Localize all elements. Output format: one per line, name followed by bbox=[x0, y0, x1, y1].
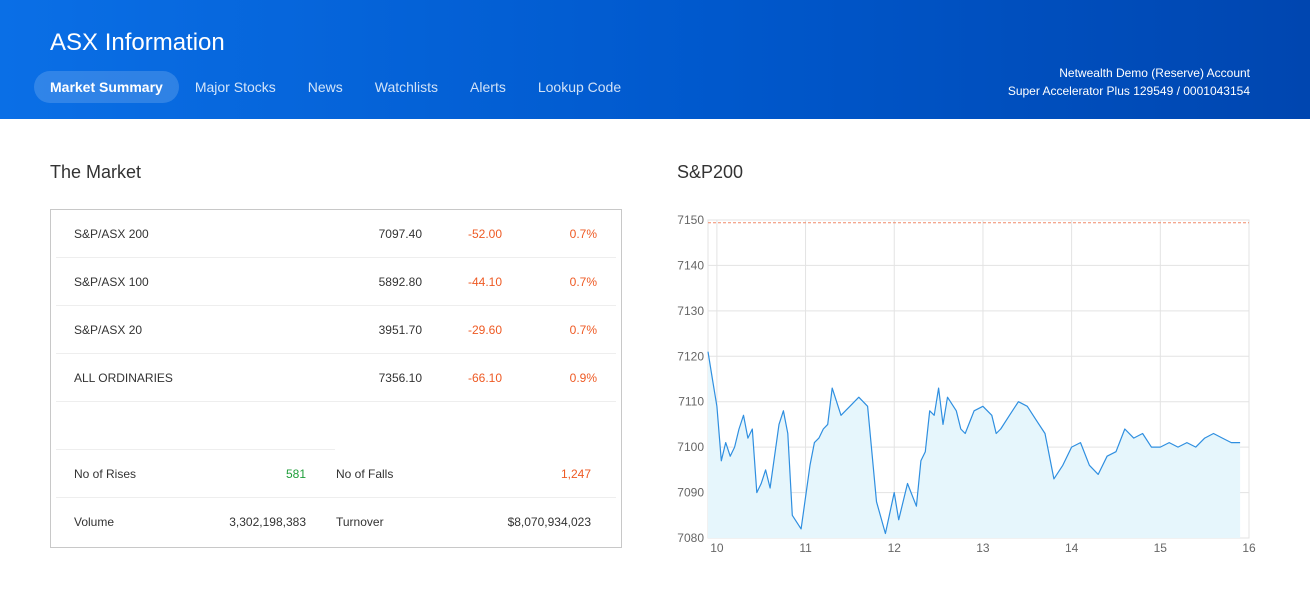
nav-tab-alerts[interactable]: Alerts bbox=[470, 79, 506, 95]
y-tick-label: 7150 bbox=[677, 213, 704, 227]
y-tick-label: 7130 bbox=[677, 304, 704, 318]
falls-value: 1,247 bbox=[560, 467, 591, 481]
index-value: 7356.10 bbox=[378, 371, 422, 385]
market-summary-table: S&P/ASX 200 7097.40 -52.00 0.7% S&P/ASX … bbox=[50, 209, 622, 548]
index-change: -52.00 bbox=[467, 227, 502, 241]
y-tick-label: 7120 bbox=[677, 349, 704, 363]
index-value: 7097.40 bbox=[378, 227, 422, 241]
row-divider bbox=[56, 305, 616, 306]
row-divider bbox=[56, 497, 616, 498]
chart-section-title: S&P200 bbox=[677, 162, 744, 182]
app-header: ASX Information Market Summary Major Sto… bbox=[0, 0, 1310, 119]
x-tick-label: 16 bbox=[1242, 541, 1256, 555]
row-divider bbox=[56, 449, 335, 450]
row-divider bbox=[56, 353, 616, 354]
series-area-fill bbox=[708, 351, 1241, 538]
nav-tab-major-stocks[interactable]: Major Stocks bbox=[194, 79, 276, 95]
index-value: 3951.70 bbox=[378, 323, 422, 337]
index-percent: 0.9% bbox=[569, 371, 597, 385]
market-section-title: The Market bbox=[50, 162, 142, 182]
y-tick-label: 7110 bbox=[678, 395, 704, 409]
rises-value: 581 bbox=[285, 467, 306, 481]
index-change: -29.60 bbox=[467, 323, 502, 337]
row-divider bbox=[56, 401, 616, 402]
index-row: ALL ORDINARIES 7356.10 -66.10 0.9% bbox=[51, 354, 621, 402]
y-tick-label: 7100 bbox=[677, 440, 704, 454]
nav-tab-market-summary[interactable]: Market Summary bbox=[34, 71, 179, 103]
main-nav: Market Summary Major Stocks News Watchli… bbox=[34, 71, 637, 103]
nav-tab-lookup-code[interactable]: Lookup Code bbox=[537, 79, 622, 95]
sp200-chart-svg: 7080 7090 7100 7110 7120 7130 7140 7150 10 11 12 13… bbox=[677, 213, 1256, 555]
x-tick-label: 10 bbox=[710, 541, 724, 555]
y-tick-label: 7140 bbox=[677, 258, 704, 272]
turnover-label: Turnover bbox=[336, 515, 384, 529]
account-number: Super Accelerator Plus 129549 / 00010431… bbox=[1007, 84, 1250, 98]
index-change: -66.10 bbox=[467, 371, 502, 385]
account-info: Netwealth Demo (Reserve) Account Super A… bbox=[1008, 64, 1250, 100]
index-row: S&P/ASX 200 7097.40 -52.00 0.7% bbox=[51, 210, 621, 258]
x-tick-label: 12 bbox=[888, 541, 902, 555]
volume-value: 3,302,198,383 bbox=[229, 515, 306, 529]
y-tick-label: 7080 bbox=[677, 531, 704, 545]
index-value: 5892.80 bbox=[378, 275, 422, 289]
x-tick-label: 14 bbox=[1065, 541, 1079, 555]
index-name: S&P/ASX 20 bbox=[74, 323, 143, 337]
sp200-chart: 7080 7090 7100 7110 7120 7130 7140 7150 10 11 12 13… bbox=[670, 205, 1290, 565]
x-tick-label: 15 bbox=[1154, 541, 1168, 555]
volume-row: Volume 3,302,198,383 Turnover $8,070,934… bbox=[51, 498, 621, 546]
index-row: S&P/ASX 100 5892.80 -44.10 0.7% bbox=[51, 258, 621, 306]
index-name: ALL ORDINARIES bbox=[74, 371, 173, 385]
breadth-row: No of Rises 581 No of Falls 1,247 bbox=[51, 450, 621, 498]
x-tick-label: 11 bbox=[799, 541, 812, 555]
x-tick-label: 13 bbox=[976, 541, 990, 555]
index-name: S&P/ASX 200 bbox=[74, 227, 149, 241]
index-row: S&P/ASX 20 3951.70 -29.60 0.7% bbox=[51, 306, 621, 354]
rises-label: No of Rises bbox=[74, 467, 137, 481]
account-name: Netwealth Demo (Reserve) Account bbox=[1059, 66, 1250, 80]
row-divider bbox=[56, 257, 616, 258]
series-line bbox=[707, 351, 1241, 535]
spacer-row bbox=[51, 402, 621, 450]
nav-tab-news[interactable]: News bbox=[307, 79, 343, 95]
index-name: S&P/ASX 100 bbox=[74, 275, 149, 289]
y-tick-label: 7090 bbox=[677, 486, 704, 500]
index-percent: 0.7% bbox=[569, 227, 597, 241]
nav-tab-watchlists[interactable]: Watchlists bbox=[374, 79, 439, 95]
index-percent: 0.7% bbox=[569, 275, 597, 289]
index-percent: 0.7% bbox=[569, 323, 597, 337]
turnover-value: $8,070,934,023 bbox=[507, 515, 591, 529]
app-title: ASX Information bbox=[50, 29, 225, 56]
index-change: -44.10 bbox=[467, 275, 502, 289]
falls-label: No of Falls bbox=[336, 467, 394, 481]
volume-label: Volume bbox=[74, 515, 115, 529]
